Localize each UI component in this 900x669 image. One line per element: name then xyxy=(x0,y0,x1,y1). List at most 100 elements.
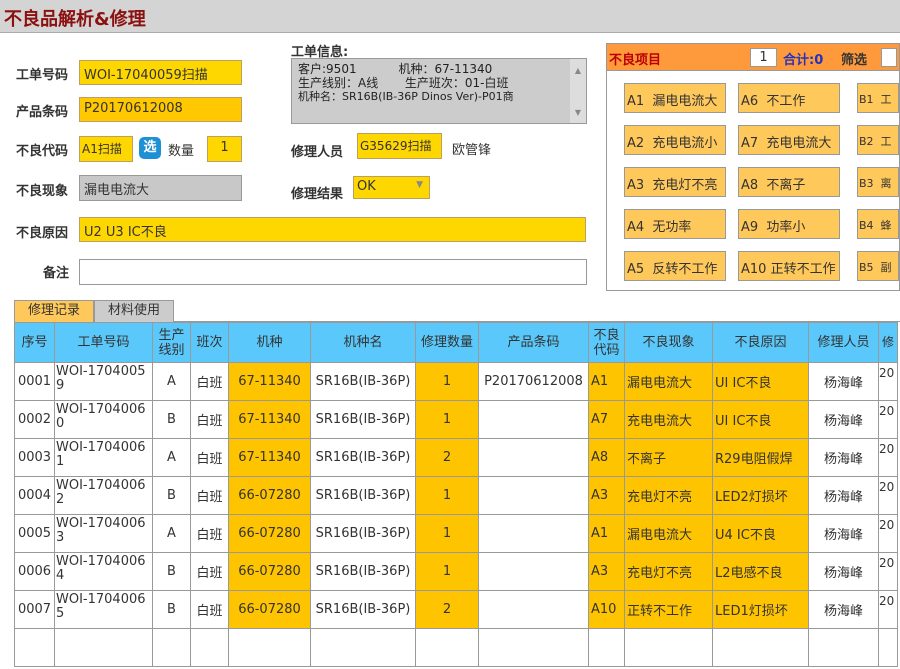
repairer-input[interactable]: G35629扫描 xyxy=(357,133,442,159)
table-cell: A7 xyxy=(588,400,625,439)
table-cell: 白班 xyxy=(190,590,229,629)
defect-item-button[interactable]: A10 正转不工作 xyxy=(738,251,840,281)
cause-input[interactable]: U2 U3 IC不良 xyxy=(79,217,586,242)
table-cell: SR16B(IB-36P) xyxy=(310,362,416,401)
table-cell: SR16B(IB-36P) xyxy=(310,400,416,439)
table-row[interactable]: 0003 WOI-17040061 A 白班 67-11340 SR16B(IB-36P)… xyxy=(14,438,898,477)
defect-item-button[interactable]: A1 漏电电流大 xyxy=(624,83,726,113)
table-cell: 67-11340 xyxy=(228,362,311,401)
table-cell: LED1灯损坏 xyxy=(712,590,809,629)
defect-item-button[interactable]: A2 充电电流小 xyxy=(624,125,726,155)
table-cell: 杨海峰 xyxy=(808,438,879,477)
column-header[interactable]: 生产线别 xyxy=(152,322,191,363)
defect-item-button[interactable]: A7 充电电流大 xyxy=(738,125,840,155)
defect-item-button[interactable]: A4 无功率 xyxy=(624,209,726,239)
page-input[interactable]: 1 xyxy=(750,48,777,67)
defect-code-input[interactable]: A1扫描 xyxy=(79,136,133,162)
table-cell: A8 xyxy=(588,438,625,477)
table-cell xyxy=(478,438,589,477)
filter-input[interactable] xyxy=(881,48,897,67)
table-cell: U4 IC不良 xyxy=(712,514,809,553)
remark-label: 备注 xyxy=(43,266,70,281)
column-header[interactable]: 不良现象 xyxy=(624,322,713,363)
column-header[interactable]: 工单号码 xyxy=(54,322,153,363)
column-header[interactable]: 修理数量 xyxy=(415,322,479,363)
tab-bar: 修理记录 材料使用 xyxy=(14,300,900,322)
qty-input[interactable]: 1 xyxy=(207,136,242,162)
table-cell: R29电阻假焊 xyxy=(712,438,809,477)
table-row[interactable]: 0001 WOI-17040059 A 白班 67-11340 SR16B(IB-36P)… xyxy=(14,362,898,401)
table-cell: 正转不工作 xyxy=(624,590,713,629)
table-cell: 67-11340 xyxy=(228,438,311,477)
tab-material-usage[interactable]: 材料使用 xyxy=(94,300,174,322)
table-cell: WOI-17040065 xyxy=(54,590,153,629)
defect-item-button[interactable]: A3 充电灯不亮 xyxy=(624,167,726,197)
result-select[interactable]: OK ▼ xyxy=(353,176,430,199)
total-count: 合计:0 xyxy=(783,53,824,68)
cause-label: 不良原因 xyxy=(16,226,69,241)
column-header[interactable]: 班次 xyxy=(190,322,229,363)
table-cell: 0007 xyxy=(14,590,55,629)
table-cell xyxy=(310,628,416,667)
table-cell xyxy=(478,552,589,591)
table-row[interactable]: 0007 WOI-17040065 B 白班 66-07280 SR16B(IB-36P)… xyxy=(14,590,898,629)
defect-item-button[interactable]: A6 不工作 xyxy=(738,83,840,113)
table-cell: 白班 xyxy=(190,476,229,515)
table-cell: 漏电电流大 xyxy=(624,514,713,553)
table-cell: P20170612008 xyxy=(478,362,589,401)
table-cell: 杨海峰 xyxy=(808,514,879,553)
table-row[interactable]: 0006 WOI-17040064 B 白班 66-07280 SR16B(IB-36P)… xyxy=(14,552,898,591)
info-scrollbar[interactable]: ▲ ▼ xyxy=(570,59,586,123)
select-defect-button[interactable]: 选 xyxy=(139,137,161,159)
table-cell: SR16B(IB-36P) xyxy=(310,514,416,553)
table-cell xyxy=(808,628,879,667)
table-cell: A xyxy=(152,362,191,401)
table-row[interactable]: 0004 WOI-17040062 B 白班 66-07280 SR16B(IB-36P)… xyxy=(14,476,898,515)
defect-item-button[interactable]: B1 工 xyxy=(857,83,899,113)
table-cell: WOI-17040062 xyxy=(54,476,153,515)
column-header[interactable]: 不良代码 xyxy=(588,322,625,363)
table-row[interactable]: 0005 WOI-17040063 A 白班 66-07280 SR16B(IB-36P)… xyxy=(14,514,898,553)
table-cell: 66-07280 xyxy=(228,514,311,553)
table-cell: 20 xyxy=(878,514,898,553)
table-row[interactable]: 0002 WOI-17040060 B 白班 67-11340 SR16B(IB-36P)… xyxy=(14,400,898,439)
table-cell: B xyxy=(152,476,191,515)
remark-input[interactable] xyxy=(79,259,587,285)
defect-item-button[interactable]: B3 离 xyxy=(857,167,899,197)
table-cell xyxy=(624,628,713,667)
barcode-input[interactable]: P20170612008 xyxy=(79,97,242,122)
defect-item-button[interactable]: A5 反转不工作 xyxy=(624,251,726,281)
work-order-input[interactable]: WOI-17040059扫描 xyxy=(79,60,242,85)
table-cell: A1 xyxy=(588,362,625,401)
table-cell: 白班 xyxy=(190,552,229,591)
table-header: 序号 工单号码 生产线别 班次 机种 机种名 修理数量 产品条码 不良代码 不良现象 不良原因 修理人… xyxy=(14,322,898,363)
table-cell xyxy=(712,628,809,667)
table-cell xyxy=(54,628,153,667)
column-header[interactable]: 机种 xyxy=(228,322,311,363)
table-cell: 白班 xyxy=(190,514,229,553)
column-header[interactable]: 产品条码 xyxy=(478,322,589,363)
column-header[interactable]: 序号 xyxy=(14,322,55,363)
column-header[interactable]: 修理人员 xyxy=(808,322,879,363)
defect-item-button[interactable]: B5 副 xyxy=(857,251,899,281)
barcode-label: 产品条码 xyxy=(16,105,69,120)
table-cell: 20 xyxy=(878,476,898,515)
table-cell: 66-07280 xyxy=(228,590,311,629)
tab-repair-record[interactable]: 修理记录 xyxy=(14,300,94,322)
column-header[interactable]: 修 xyxy=(878,322,898,363)
table-cell xyxy=(478,514,589,553)
filter-label: 筛选 xyxy=(841,53,868,68)
table-row[interactable] xyxy=(14,628,898,667)
result-label: 修理结果 xyxy=(291,187,344,202)
qty-label: 数量 xyxy=(168,144,195,159)
defect-item-button[interactable]: A8 不离子 xyxy=(738,167,840,197)
defect-items-panel: 不良项目 1 合计:0 筛选 A1 漏电电流大 A6 不工作 B1 工 A2 充电电流… xyxy=(606,43,900,291)
defect-item-button[interactable]: B2 工 xyxy=(857,125,899,155)
panel-header: 不良项目 1 合计:0 筛选 xyxy=(607,44,899,71)
table-cell: B xyxy=(152,552,191,591)
defect-item-button[interactable]: A9 功率小 xyxy=(738,209,840,239)
column-header[interactable]: 不良原因 xyxy=(712,322,809,363)
defect-item-button[interactable]: B4 蜂 xyxy=(857,209,899,239)
column-header[interactable]: 机种名 xyxy=(310,322,416,363)
table-cell xyxy=(478,400,589,439)
